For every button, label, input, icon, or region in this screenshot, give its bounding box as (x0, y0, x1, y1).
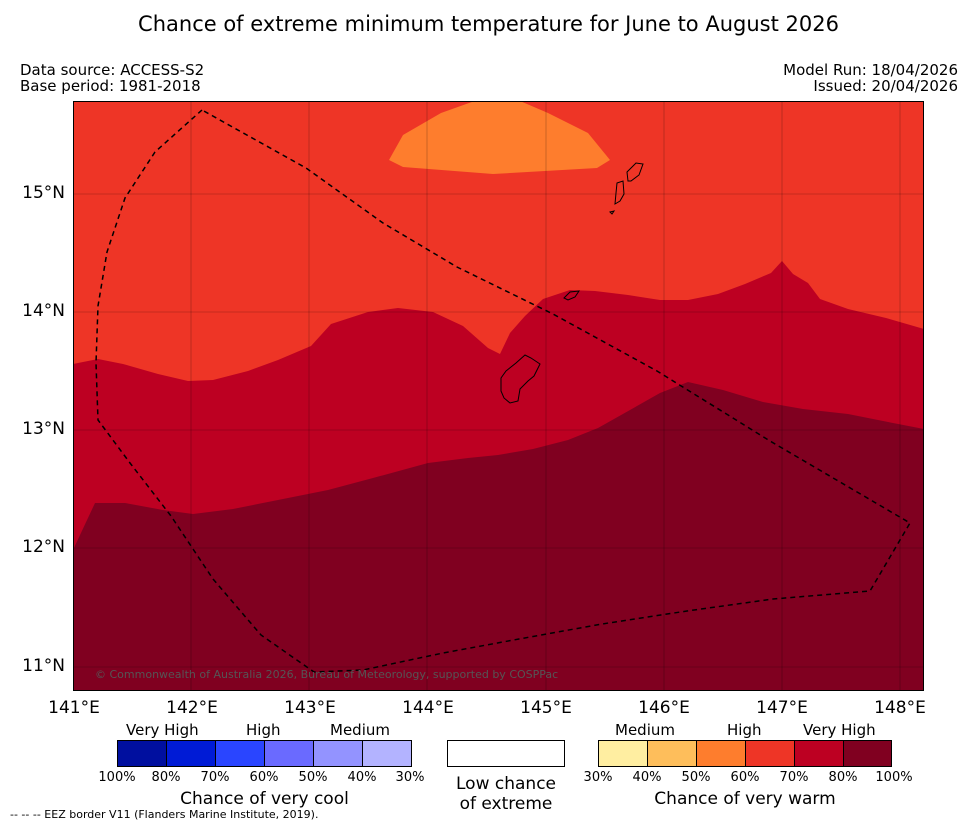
cool-tick-40: 40% (347, 770, 377, 785)
low-chance-caption-2: of extreme (459, 794, 553, 814)
guam-outline (500, 354, 541, 404)
warm-swatch-50-60 (697, 741, 746, 766)
cool-level-high: High (246, 721, 281, 739)
cool-swatch-80-70 (167, 741, 216, 766)
warm-swatch-60-70 (746, 741, 795, 766)
band-50-60 (389, 101, 610, 174)
lon-label-143: 143°E (284, 698, 336, 718)
data-source: Data source: ACCESS-S2 (20, 61, 205, 79)
lat-label-14: 14°N (22, 301, 65, 321)
warm-swatch-40-50 (648, 741, 697, 766)
warm-tick-100: 100% (875, 770, 913, 785)
forecast-map[interactable] (73, 101, 924, 691)
warm-tick-40: 40% (632, 770, 662, 785)
map-frame (73, 101, 924, 691)
map-gridlines (73, 101, 924, 691)
warm-tick-70: 70% (779, 770, 809, 785)
lat-label-12: 12°N (22, 537, 65, 557)
lon-label-145: 145°E (520, 698, 572, 718)
lon-label-142: 142°E (166, 698, 218, 718)
lon-label-146: 146°E (638, 698, 690, 718)
cool-caption: Chance of very cool (180, 789, 349, 809)
lon-label-148: 148°E (874, 698, 926, 718)
cool-level-very-high: Very High (126, 721, 199, 739)
warm-swatch-80-100 (844, 741, 891, 766)
lon-label-147: 147°E (756, 698, 808, 718)
warm-tick-30: 30% (583, 770, 613, 785)
warm-tick-50: 50% (681, 770, 711, 785)
issued-date: Issued: 20/04/2026 (813, 77, 958, 95)
cool-tick-60: 60% (249, 770, 279, 785)
warm-colorbar (598, 740, 892, 767)
model-run: Model Run: 18/04/2026 (783, 61, 958, 79)
low-chance-swatch (447, 740, 565, 767)
cool-tick-100: 100% (98, 770, 136, 785)
cool-swatch-40-30 (363, 741, 411, 766)
cool-tick-80: 80% (151, 770, 181, 785)
lon-label-141: 141°E (48, 698, 100, 718)
warm-swatch-30-40 (599, 741, 648, 766)
cool-tick-70: 70% (200, 770, 230, 785)
cool-level-medium: Medium (330, 721, 390, 739)
warm-level-medium: Medium (615, 721, 675, 739)
warm-level-very-high: Very High (803, 721, 876, 739)
cool-swatch-70-60 (216, 741, 265, 766)
cool-colorbar (117, 740, 412, 767)
warm-swatch-70-80 (795, 741, 844, 766)
warm-tick-60: 60% (730, 770, 760, 785)
eez-note: -- -- -- EEZ border V11 (Flanders Marine… (10, 808, 319, 821)
aguijan-outline (609, 210, 616, 215)
lon-label-144: 144°E (402, 698, 454, 718)
tinian-outline (614, 180, 625, 205)
lat-label-13: 13°N (22, 419, 65, 439)
warm-level-high: High (727, 721, 762, 739)
lat-label-15: 15°N (22, 183, 65, 203)
cool-swatch-50-40 (314, 741, 363, 766)
eez-border (95, 109, 912, 673)
warm-caption: Chance of very warm (654, 789, 836, 809)
copyright-note: © Commonwealth of Australia 2026, Bureau… (95, 668, 559, 681)
low-chance-caption-1: Low chance (456, 774, 556, 794)
warm-tick-80: 80% (828, 770, 858, 785)
saipan-outline (626, 162, 644, 182)
cool-tick-50: 50% (298, 770, 328, 785)
cool-tick-30: 30% (395, 770, 425, 785)
band-80-100 (73, 382, 924, 691)
chart-title: Chance of extreme minimum temperature fo… (138, 12, 839, 36)
lat-label-11: 11°N (22, 656, 65, 676)
island-outlines (500, 162, 644, 404)
cool-swatch-100-80 (118, 741, 167, 766)
rota-outline (563, 290, 581, 301)
cool-swatch-60-50 (265, 741, 314, 766)
base-period: Base period: 1981-2018 (20, 77, 201, 95)
